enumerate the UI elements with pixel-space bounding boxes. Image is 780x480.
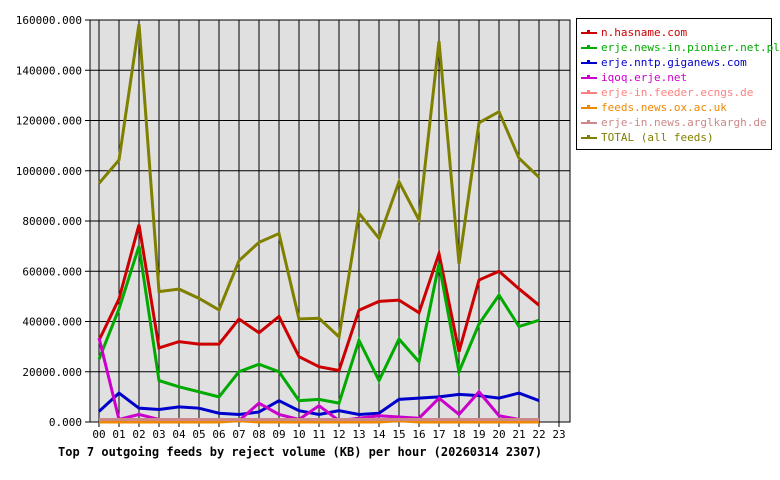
x-tick-label: 20 bbox=[492, 428, 505, 441]
y-tick-label: 160000.000 bbox=[16, 14, 82, 27]
y-tick-label: 60000.000 bbox=[22, 265, 82, 278]
chart-title: Top 7 outgoing feeds by reject volume (K… bbox=[58, 445, 542, 459]
x-tick-label: 11 bbox=[312, 428, 325, 441]
x-tick-label: 10 bbox=[292, 428, 305, 441]
series-line-5 bbox=[99, 419, 539, 424]
x-tick-label: 06 bbox=[212, 428, 225, 441]
x-tick-label: 00 bbox=[92, 428, 105, 441]
x-tick-label: 13 bbox=[352, 428, 365, 441]
series-line-1 bbox=[97, 245, 540, 405]
legend-swatch-icon bbox=[581, 75, 597, 79]
y-tick-label: 100000.000 bbox=[16, 165, 82, 178]
legend-item: n.hasname.com bbox=[581, 26, 687, 40]
x-axis-ticks: 00 01 02 03 04 05 06 07 08 09 10 11 12 13 14 15 16 17 18 19… bbox=[92, 422, 566, 441]
x-tick-label: 03 bbox=[152, 428, 165, 441]
x-tick-label: 21 bbox=[512, 428, 525, 441]
legend-swatch-icon bbox=[581, 45, 597, 49]
x-tick-label: 22 bbox=[532, 428, 545, 441]
legend-label: erje.news-in.pionier.net.pl bbox=[601, 41, 780, 54]
legend-label: iqoq.erje.net bbox=[601, 71, 688, 84]
x-tick-label: 14 bbox=[372, 428, 386, 441]
x-tick-label: 19 bbox=[472, 428, 485, 441]
legend-label: erje-in.feeder.ecngs.de bbox=[601, 86, 754, 99]
legend-item: erje.news-in.pionier.net.pl bbox=[581, 41, 780, 55]
legend-swatch-icon bbox=[581, 60, 597, 64]
legend-label: TOTAL (all feeds) bbox=[601, 131, 714, 144]
y-tick-label: 120000.000 bbox=[16, 115, 82, 128]
legend-item: TOTAL (all feeds) bbox=[581, 131, 714, 145]
y-axis-ticks: 0.000 20000.000 40000.000 60000.000 80000.00… bbox=[16, 14, 90, 429]
x-tick-label: 05 bbox=[192, 428, 205, 441]
x-tick-label: 15 bbox=[392, 428, 405, 441]
x-tick-label: 01 bbox=[112, 428, 125, 441]
series-line-0 bbox=[97, 224, 540, 373]
legend-swatch-icon bbox=[581, 135, 597, 139]
legend-swatch-icon bbox=[581, 120, 597, 124]
legend-item: erje-in.news.arglkargh.de bbox=[581, 116, 767, 130]
legend-item: erje.nntp.giganews.com bbox=[581, 56, 747, 70]
y-tick-label: 40000.000 bbox=[22, 316, 82, 329]
legend-item: feeds.news.ox.ac.uk bbox=[581, 101, 727, 115]
legend-label: feeds.news.ox.ac.uk bbox=[601, 101, 727, 114]
legend-swatch-icon bbox=[581, 30, 597, 34]
series-line-7 bbox=[97, 24, 541, 340]
legend-swatch-icon bbox=[581, 90, 597, 94]
legend-label: n.hasname.com bbox=[601, 26, 688, 39]
x-tick-label: 23 bbox=[552, 428, 565, 441]
y-tick-label: 0.000 bbox=[49, 416, 82, 429]
legend-label: erje.nntp.giganews.com bbox=[601, 56, 747, 69]
x-tick-label: 16 bbox=[412, 428, 425, 441]
x-tick-label: 17 bbox=[432, 428, 445, 441]
x-tick-label: 08 bbox=[252, 428, 265, 441]
x-tick-label: 07 bbox=[232, 428, 245, 441]
legend-item: iqoq.erje.net bbox=[581, 71, 687, 85]
x-tick-label: 04 bbox=[172, 428, 186, 441]
y-tick-label: 80000.000 bbox=[22, 215, 82, 228]
legend-item: erje-in.feeder.ecngs.de bbox=[581, 86, 753, 100]
x-tick-label: 02 bbox=[132, 428, 145, 441]
legend-label: erje-in.news.arglkargh.de bbox=[601, 116, 767, 129]
y-tick-label: 20000.000 bbox=[22, 366, 82, 379]
legend: n.hasname.com erje.news-in.pionier.net.pl… bbox=[576, 18, 780, 150]
legend-swatch-icon bbox=[581, 105, 597, 109]
x-tick-label: 12 bbox=[332, 428, 345, 441]
x-tick-label: 09 bbox=[272, 428, 285, 441]
y-tick-label: 140000.000 bbox=[16, 64, 82, 77]
x-tick-label: 18 bbox=[452, 428, 465, 441]
series-lines bbox=[97, 24, 541, 424]
series-line-2 bbox=[97, 391, 540, 416]
